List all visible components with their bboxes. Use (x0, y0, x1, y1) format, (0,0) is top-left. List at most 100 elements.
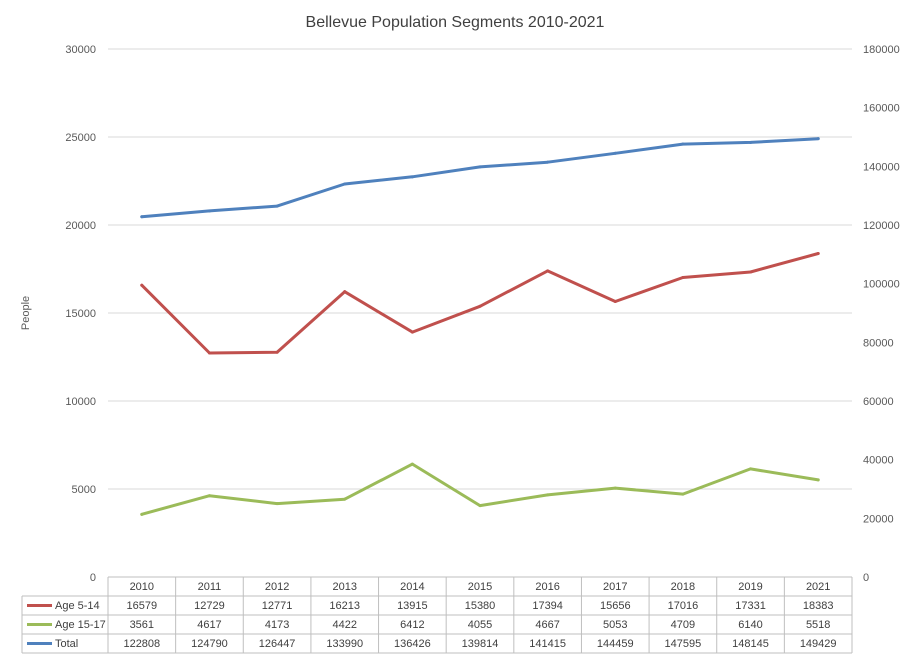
x-tick-label: 2018 (671, 581, 695, 593)
data-label: 126447 (259, 638, 296, 650)
data-label: 4667 (535, 619, 559, 631)
gridlines (108, 48, 852, 490)
data-label: 133990 (326, 638, 363, 650)
data-label: 17016 (668, 600, 699, 612)
y2-tick-label: 160000 (863, 103, 900, 115)
data-label: 18383 (803, 600, 834, 612)
y2-tick-label: 80000 (863, 337, 894, 349)
data-point (613, 299, 617, 303)
x-tick-label: 2011 (198, 581, 222, 593)
series-line (140, 137, 820, 219)
data-label: 17331 (735, 600, 766, 612)
data-label: 147595 (665, 638, 702, 650)
y-axis-secondary: 0 20000 40000 60000 80000 100000 120000 140000 1… (863, 44, 900, 584)
legend-label: Age 5-14 (55, 600, 100, 612)
data-point (816, 251, 820, 255)
data-label: 4173 (265, 619, 289, 631)
data-label: 17394 (532, 600, 563, 612)
y2-tick-label: 120000 (863, 220, 900, 232)
x-tick-label: 2015 (468, 581, 492, 593)
x-tick-label: 2016 (535, 581, 559, 593)
data-point (478, 165, 482, 169)
y2-tick-label: 180000 (863, 44, 900, 56)
data-label: 4055 (468, 619, 492, 631)
data-point (275, 204, 279, 208)
data-point (275, 350, 279, 354)
y-tick-label: 30000 (65, 44, 96, 56)
data-point (681, 492, 685, 496)
data-point (749, 140, 753, 144)
data-point (275, 502, 279, 506)
data-point (207, 494, 211, 498)
data-point (343, 497, 347, 501)
y2-tick-label: 60000 (863, 396, 894, 408)
data-point (207, 209, 211, 213)
x-tick-label: 2014 (400, 581, 424, 593)
data-point (546, 160, 550, 164)
x-tick-label: 2013 (332, 581, 356, 593)
plot-area (140, 137, 820, 516)
legend-label: Age 15-17 (55, 619, 106, 631)
data-label: 4617 (197, 619, 221, 631)
series-line (140, 252, 820, 355)
y-tick-label: 5000 (72, 484, 96, 496)
data-point (410, 462, 414, 466)
x-tick-label: 2021 (806, 581, 830, 593)
data-label: 12729 (194, 600, 225, 612)
data-label: 136426 (394, 638, 431, 650)
data-point (410, 330, 414, 334)
data-label: 15656 (600, 600, 631, 612)
y-tick-label: 20000 (65, 220, 96, 232)
data-point (207, 351, 211, 355)
data-point (681, 276, 685, 280)
y-tick-label: 0 (90, 572, 96, 584)
data-label: 141415 (529, 638, 566, 650)
data-point (546, 269, 550, 273)
data-point (613, 486, 617, 490)
data-point (140, 283, 144, 287)
x-tick-label: 2012 (265, 581, 289, 593)
data-label: 144459 (597, 638, 634, 650)
data-label: 124790 (191, 638, 228, 650)
data-label: 15380 (465, 600, 496, 612)
data-label: 148145 (732, 638, 769, 650)
y-tick-label: 10000 (65, 396, 96, 408)
data-label: 12771 (262, 600, 293, 612)
data-point (410, 175, 414, 179)
y-tick-label: 15000 (65, 308, 96, 320)
y-axis-label: People (20, 296, 32, 330)
data-label: 5518 (806, 619, 830, 631)
y2-tick-label: 40000 (863, 455, 894, 467)
data-label: 16213 (329, 600, 360, 612)
data-label: 4709 (671, 619, 695, 631)
x-tick-label: 2019 (738, 581, 762, 593)
data-point (681, 142, 685, 146)
data-point (478, 504, 482, 508)
y2-tick-label: 0 (863, 572, 869, 584)
data-point (478, 304, 482, 308)
data-label: 5053 (603, 619, 627, 631)
x-tick-label: 2010 (130, 581, 154, 593)
data-label: 4422 (332, 619, 356, 631)
y2-tick-label: 20000 (863, 513, 894, 525)
data-label: 149429 (800, 638, 837, 650)
data-label: 16579 (127, 600, 158, 612)
data-point (140, 512, 144, 516)
data-label: 3561 (130, 619, 154, 631)
data-label: 6140 (738, 619, 762, 631)
data-point (613, 151, 617, 155)
data-label: 122808 (123, 638, 160, 650)
chart-title: Bellevue Population Segments 2010-2021 (306, 14, 605, 31)
data-label: 139814 (462, 638, 499, 650)
data-table: 2010 2011 2012 2013 2014 2015 2016 2017 2018 2019… (21, 576, 853, 654)
y-tick-label: 25000 (65, 132, 96, 144)
y2-tick-label: 140000 (863, 161, 900, 173)
data-point (749, 467, 753, 471)
legend-label: Total (55, 638, 78, 650)
data-point (140, 215, 144, 219)
data-point (816, 478, 820, 482)
data-label: 13915 (397, 600, 428, 612)
y2-tick-label: 100000 (863, 279, 900, 291)
data-point (343, 290, 347, 294)
